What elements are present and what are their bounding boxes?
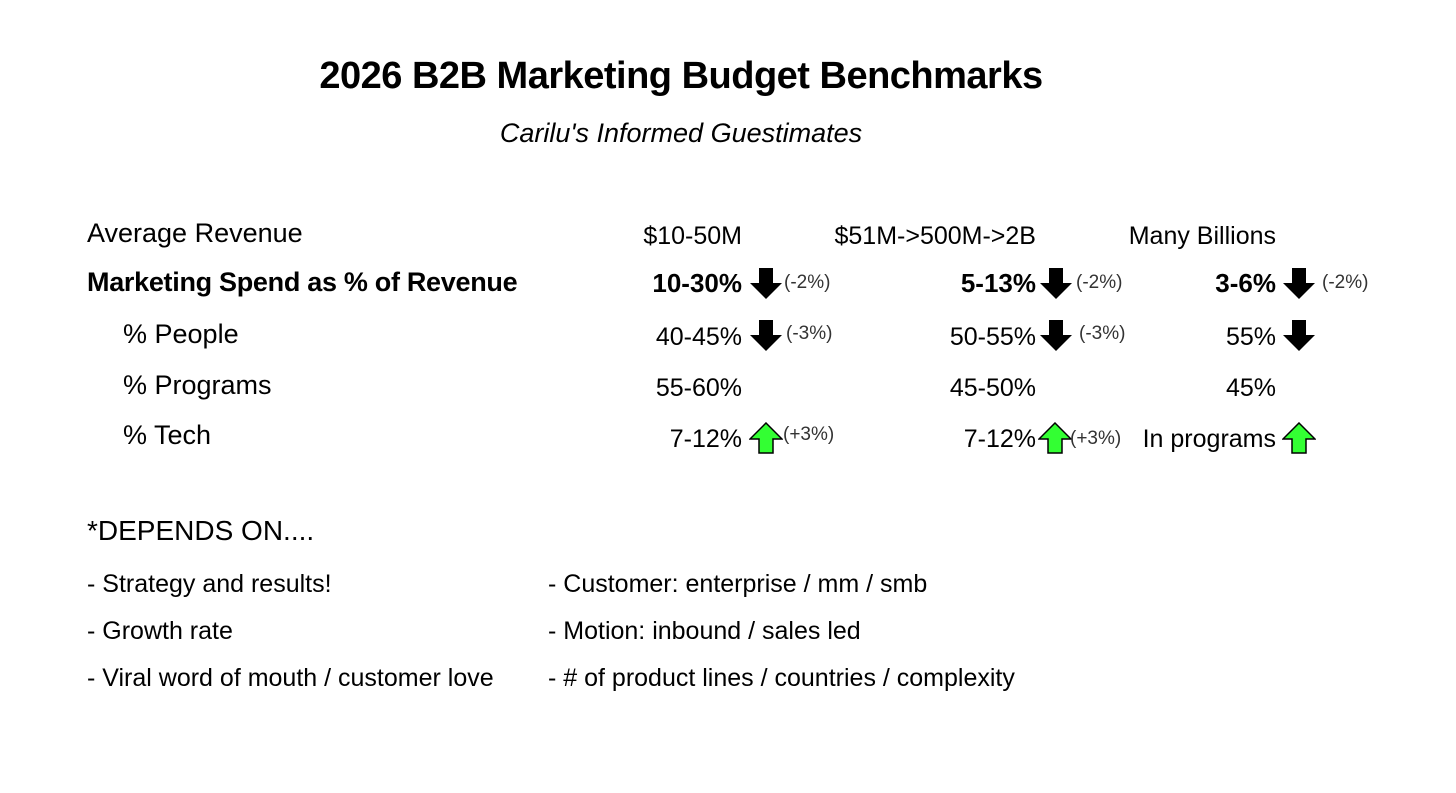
- people-col1: 40-45%: [655, 323, 742, 351]
- marketing-spend-col2: 5-13%: [960, 268, 1036, 298]
- tech-col2: 7-12%: [963, 425, 1036, 453]
- tech-col3: In programs: [1142, 425, 1276, 453]
- depends-item: - Motion: inbound / sales led: [548, 617, 861, 645]
- depends-item: - # of product lines / countries / compl…: [548, 664, 1015, 692]
- arrow-down-icon: [1283, 268, 1315, 299]
- programs-col2: 45-50%: [949, 374, 1036, 402]
- programs-col3: 45%: [1225, 374, 1276, 402]
- avg-revenue-col3: Many Billions: [1128, 222, 1276, 250]
- people-col3: 55%: [1225, 323, 1276, 351]
- depends-item: - Customer: enterprise / mm / smb: [548, 570, 928, 598]
- row-label-tech: % Tech: [123, 420, 212, 450]
- depends-heading: *DEPENDS ON....: [87, 515, 315, 546]
- arrow-down-icon: [1040, 320, 1072, 351]
- people-change-col2: (-3%): [1079, 323, 1126, 344]
- marketing-spend-change-col1: (-2%): [784, 272, 831, 293]
- marketing-spend-col3: 3-6%: [1215, 268, 1276, 298]
- depends-item: - Viral word of mouth / customer love: [87, 664, 494, 692]
- tech-change-col2: (+3%): [1070, 428, 1122, 449]
- page-subtitle: Carilu's Informed Guestimates: [499, 118, 863, 148]
- marketing-spend-change-col3: (-2%): [1322, 272, 1369, 293]
- row-label-programs: % Programs: [123, 370, 272, 400]
- depends-item: - Growth rate: [87, 617, 233, 645]
- marketing-spend-col1: 10-30%: [652, 268, 742, 298]
- row-label-people: % People: [123, 319, 239, 349]
- arrow-down-icon: [1040, 268, 1072, 299]
- people-change-col1: (-3%): [786, 323, 833, 344]
- arrow-down-icon: [750, 320, 782, 351]
- arrow-up-icon: [749, 422, 783, 454]
- row-label-average-revenue: Average Revenue: [87, 218, 303, 248]
- avg-revenue-col2: $51M->500M->2B: [834, 222, 1036, 250]
- arrow-down-icon: [750, 268, 782, 299]
- depends-item: - Strategy and results!: [87, 570, 332, 598]
- tech-change-col1: (+3%): [783, 424, 835, 445]
- page-title: 2026 B2B Marketing Budget Benchmarks: [319, 55, 1043, 97]
- arrow-up-icon: [1038, 422, 1072, 454]
- tech-col1: 7-12%: [669, 425, 742, 453]
- arrow-up-icon: [1282, 422, 1316, 454]
- arrow-down-icon: [1283, 320, 1315, 351]
- avg-revenue-col1: $10-50M: [643, 222, 742, 250]
- row-label-marketing-spend: Marketing Spend as % of Revenue: [87, 267, 518, 297]
- programs-col1: 55-60%: [655, 374, 742, 402]
- marketing-spend-change-col2: (-2%): [1076, 272, 1123, 293]
- people-col2: 50-55%: [949, 323, 1036, 351]
